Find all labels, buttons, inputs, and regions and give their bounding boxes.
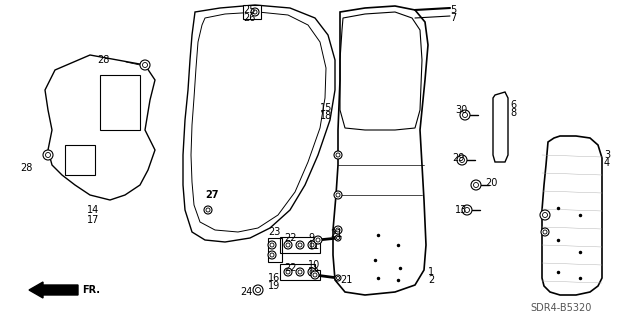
Text: 16: 16 bbox=[268, 273, 280, 283]
Circle shape bbox=[298, 270, 302, 274]
Text: 25: 25 bbox=[243, 5, 255, 15]
Text: 21: 21 bbox=[330, 229, 342, 239]
Circle shape bbox=[334, 226, 342, 234]
Text: 7: 7 bbox=[450, 13, 456, 23]
Text: 11: 11 bbox=[308, 241, 320, 251]
Circle shape bbox=[337, 277, 339, 279]
Circle shape bbox=[336, 228, 340, 232]
Text: 4: 4 bbox=[604, 158, 610, 168]
Circle shape bbox=[335, 275, 341, 281]
Bar bbox=[65, 145, 95, 175]
Circle shape bbox=[268, 251, 276, 259]
Circle shape bbox=[311, 271, 319, 279]
Circle shape bbox=[251, 8, 259, 16]
Circle shape bbox=[457, 155, 467, 165]
Circle shape bbox=[474, 182, 479, 188]
Circle shape bbox=[337, 236, 339, 240]
Text: 28: 28 bbox=[20, 163, 33, 173]
Text: 23: 23 bbox=[268, 227, 280, 237]
Text: 10: 10 bbox=[308, 260, 320, 270]
Text: 18: 18 bbox=[320, 111, 332, 121]
FancyArrow shape bbox=[29, 282, 78, 298]
Text: 24: 24 bbox=[240, 287, 252, 297]
Circle shape bbox=[204, 206, 212, 214]
Bar bbox=[243, 5, 261, 19]
Circle shape bbox=[543, 212, 547, 218]
Circle shape bbox=[284, 241, 292, 249]
Circle shape bbox=[255, 287, 260, 293]
Text: 2: 2 bbox=[428, 275, 435, 285]
Text: 21: 21 bbox=[340, 275, 353, 285]
Circle shape bbox=[540, 210, 550, 220]
Text: 26: 26 bbox=[243, 13, 255, 23]
Circle shape bbox=[310, 243, 314, 247]
Circle shape bbox=[543, 230, 547, 234]
Circle shape bbox=[45, 152, 51, 158]
Circle shape bbox=[541, 228, 549, 236]
Circle shape bbox=[270, 243, 274, 247]
Text: 12: 12 bbox=[308, 268, 321, 278]
Circle shape bbox=[308, 268, 316, 276]
Text: 8: 8 bbox=[510, 108, 516, 118]
Text: 29: 29 bbox=[452, 153, 465, 163]
Circle shape bbox=[313, 273, 317, 277]
Circle shape bbox=[336, 193, 340, 197]
Text: 20: 20 bbox=[485, 178, 497, 188]
Text: 6: 6 bbox=[510, 100, 516, 110]
Circle shape bbox=[462, 205, 472, 215]
Circle shape bbox=[463, 113, 467, 117]
Text: 30: 30 bbox=[455, 105, 467, 115]
Circle shape bbox=[284, 268, 292, 276]
Circle shape bbox=[298, 243, 302, 247]
Circle shape bbox=[143, 63, 147, 68]
Circle shape bbox=[206, 208, 210, 212]
Circle shape bbox=[253, 285, 263, 295]
Text: 3: 3 bbox=[604, 150, 610, 160]
Text: 15: 15 bbox=[320, 103, 332, 113]
Circle shape bbox=[140, 60, 150, 70]
Circle shape bbox=[270, 253, 274, 257]
Circle shape bbox=[308, 241, 316, 249]
Circle shape bbox=[471, 180, 481, 190]
Circle shape bbox=[334, 151, 342, 159]
Text: 22: 22 bbox=[284, 263, 296, 273]
Circle shape bbox=[465, 207, 470, 212]
Circle shape bbox=[316, 238, 320, 242]
Text: 22: 22 bbox=[284, 233, 296, 243]
Text: 14: 14 bbox=[87, 205, 99, 215]
Circle shape bbox=[460, 110, 470, 120]
Text: 28: 28 bbox=[97, 55, 109, 65]
Text: FR.: FR. bbox=[82, 285, 100, 295]
Text: 13: 13 bbox=[455, 205, 467, 215]
Text: 5: 5 bbox=[450, 5, 456, 15]
Circle shape bbox=[334, 191, 342, 199]
Circle shape bbox=[268, 241, 276, 249]
Circle shape bbox=[43, 150, 53, 160]
Bar bbox=[100, 75, 140, 130]
Text: 19: 19 bbox=[268, 281, 280, 291]
Text: 27: 27 bbox=[205, 190, 218, 200]
Text: 9: 9 bbox=[308, 233, 314, 243]
Circle shape bbox=[335, 235, 341, 241]
Circle shape bbox=[460, 158, 465, 162]
Text: 17: 17 bbox=[87, 215, 99, 225]
Circle shape bbox=[310, 270, 314, 274]
Circle shape bbox=[314, 236, 322, 244]
Circle shape bbox=[253, 10, 257, 14]
Circle shape bbox=[296, 241, 304, 249]
Circle shape bbox=[286, 270, 290, 274]
Circle shape bbox=[336, 153, 340, 157]
Text: 1: 1 bbox=[428, 267, 434, 277]
Circle shape bbox=[286, 243, 290, 247]
Circle shape bbox=[296, 268, 304, 276]
Text: SDR4-B5320: SDR4-B5320 bbox=[530, 303, 591, 313]
